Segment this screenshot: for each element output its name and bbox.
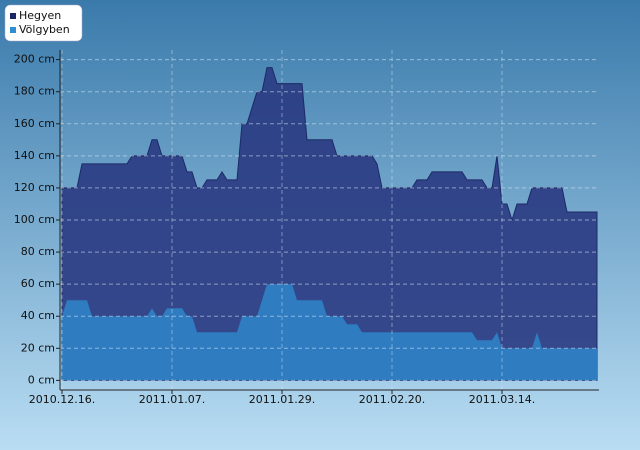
y-tick-label: 100 cm <box>14 213 55 226</box>
y-tick-label: 20 cm <box>21 341 55 354</box>
y-tick-label: 180 cm <box>14 85 55 98</box>
legend-label: Völgyben <box>19 23 70 36</box>
x-tick-label: 2011.01.29. <box>249 393 315 406</box>
area <box>62 284 597 381</box>
legend-box <box>4 4 83 42</box>
y-tick-label: 200 cm <box>14 53 55 66</box>
y-tick-label: 40 cm <box>21 309 55 322</box>
legend-swatch <box>10 13 16 19</box>
area <box>61 67 598 381</box>
y-tick-label: 120 cm <box>14 181 55 194</box>
x-tick-label: 2011.01.07. <box>139 393 205 406</box>
y-tick-label: 140 cm <box>14 149 55 162</box>
y-tick-label: 0 cm <box>28 373 55 386</box>
y-tick-label: 60 cm <box>21 277 55 290</box>
x-tick-label: 2011.02.20. <box>359 393 425 406</box>
legend-swatch <box>10 27 16 33</box>
plot-area: 0 cm 20 cm 40 cm 60 cm 80 cm 100 cm 120 cm 140 … <box>14 50 599 406</box>
y-tick-label: 160 cm <box>14 117 55 130</box>
x-tick-label: 2010.12.16. <box>29 393 95 406</box>
legend-label: Hegyen <box>19 9 61 22</box>
y-tick-label: 80 cm <box>21 245 55 258</box>
x-tick-label: 2011.03.14. <box>469 393 535 406</box>
